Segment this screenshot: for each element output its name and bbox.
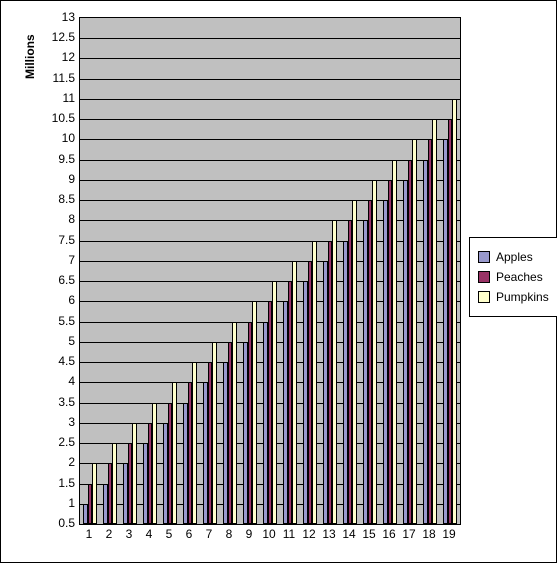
legend-swatch — [478, 251, 490, 263]
legend-item: Apples — [478, 250, 549, 264]
bar-pumpkins — [372, 180, 376, 524]
y-tick-label: 12 — [62, 50, 75, 64]
plot-area — [79, 17, 461, 525]
x-tick-label: 14 — [342, 527, 355, 541]
y-tick-label: 13 — [62, 10, 75, 24]
y-tick-label: 7.5 — [58, 233, 75, 247]
y-tick-label: 9.5 — [58, 152, 75, 166]
x-tick-label: 18 — [422, 527, 435, 541]
x-tick-label: 10 — [262, 527, 275, 541]
y-tick-label: 3.5 — [58, 395, 75, 409]
legend-item: Peaches — [478, 270, 549, 284]
gridline — [80, 99, 460, 100]
legend-label: Apples — [496, 250, 533, 264]
x-tick-label: 2 — [106, 527, 113, 541]
bar-pumpkins — [412, 139, 416, 524]
x-tick-label: 12 — [302, 527, 315, 541]
bar-pumpkins — [92, 463, 96, 524]
chart-frame: Millions 0.511.522.533.544.555.566.577.5… — [0, 0, 557, 563]
legend-label: Peaches — [496, 270, 543, 284]
bar-pumpkins — [172, 382, 176, 524]
bar-pumpkins — [392, 160, 396, 524]
x-tick-label: 6 — [186, 527, 193, 541]
x-tick-label: 5 — [166, 527, 173, 541]
y-tick-label: 3 — [68, 415, 75, 429]
bar-pumpkins — [252, 301, 256, 524]
x-tick-label: 19 — [442, 527, 455, 541]
y-tick-label: 2.5 — [58, 435, 75, 449]
bar-pumpkins — [112, 443, 116, 524]
y-tick-label: 10.5 — [52, 111, 75, 125]
y-tick-label: 12.5 — [52, 30, 75, 44]
bar-pumpkins — [232, 322, 236, 524]
bar-pumpkins — [332, 220, 336, 524]
y-tick-label: 8.5 — [58, 192, 75, 206]
gridline — [80, 160, 460, 161]
gridline — [80, 79, 460, 80]
legend-item: Pumpkins — [478, 290, 549, 304]
x-tick-label: 15 — [362, 527, 375, 541]
bar-pumpkins — [152, 403, 156, 524]
bar-pumpkins — [352, 200, 356, 524]
y-tick-label: 5.5 — [58, 314, 75, 328]
x-tick-label: 4 — [146, 527, 153, 541]
y-axis-labels: 0.511.522.533.544.555.566.577.588.599.51… — [7, 17, 79, 525]
y-tick-label: 0.5 — [58, 516, 75, 530]
bar-pumpkins — [132, 423, 136, 524]
legend: Apples Peaches Pumpkins — [469, 237, 557, 317]
legend-label: Pumpkins — [496, 290, 549, 304]
y-tick-label: 7 — [68, 253, 75, 267]
gridline — [80, 38, 460, 39]
bar-pumpkins — [292, 261, 296, 524]
gridline — [80, 119, 460, 120]
y-tick-label: 5 — [68, 334, 75, 348]
x-tick-label: 1 — [86, 527, 93, 541]
y-tick-label: 6.5 — [58, 273, 75, 287]
y-tick-label: 1.5 — [58, 476, 75, 490]
y-tick-label: 9 — [68, 172, 75, 186]
bar-pumpkins — [452, 99, 456, 524]
bar-pumpkins — [192, 362, 196, 524]
x-tick-label: 3 — [126, 527, 133, 541]
y-tick-label: 6 — [68, 293, 75, 307]
chart-area: Millions 0.511.522.533.544.555.566.577.5… — [7, 7, 550, 556]
y-tick-label: 11 — [63, 91, 75, 105]
x-axis-labels: 12345678910111213141516171819 — [79, 525, 461, 545]
legend-swatch — [478, 271, 490, 283]
x-tick-label: 7 — [206, 527, 213, 541]
x-tick-label: 8 — [226, 527, 233, 541]
gridline — [80, 58, 460, 59]
y-tick-label: 10 — [62, 131, 75, 145]
bar-pumpkins — [312, 241, 316, 524]
x-tick-label: 17 — [402, 527, 415, 541]
gridline — [80, 139, 460, 140]
y-tick-label: 4.5 — [58, 354, 75, 368]
y-tick-label: 1 — [68, 496, 75, 510]
legend-swatch — [478, 291, 490, 303]
x-tick-label: 16 — [382, 527, 395, 541]
x-tick-label: 13 — [322, 527, 335, 541]
x-tick-label: 11 — [283, 527, 295, 541]
bar-pumpkins — [212, 342, 216, 524]
bar-pumpkins — [272, 281, 276, 524]
y-tick-label: 2 — [68, 455, 75, 469]
y-tick-label: 8 — [68, 212, 75, 226]
y-tick-label: 4 — [68, 374, 75, 388]
bar-pumpkins — [432, 119, 436, 524]
y-tick-label: 11.5 — [53, 71, 75, 85]
x-tick-label: 9 — [246, 527, 253, 541]
